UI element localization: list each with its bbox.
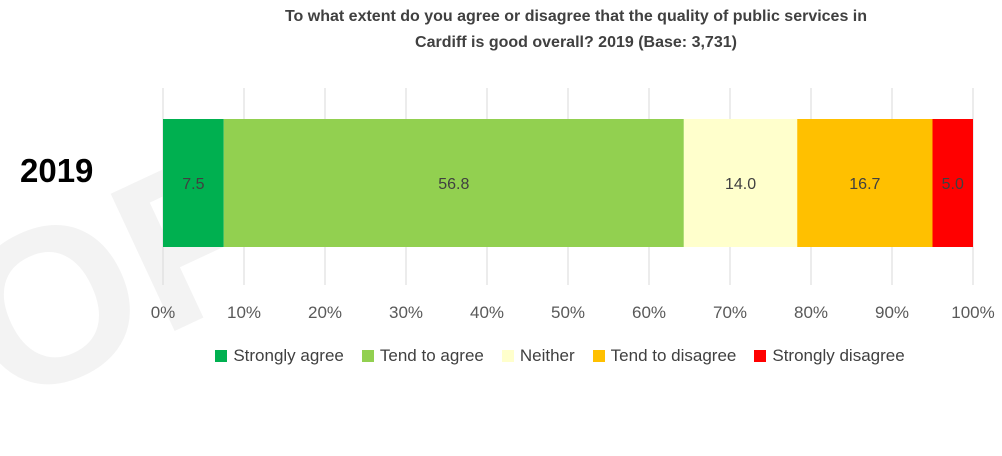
x-tick-label: 10% <box>227 303 261 322</box>
x-tick-label: 100% <box>951 303 994 322</box>
chart: OF To what extent do you agree or disagr… <box>0 8 995 452</box>
legend-item: Strongly agree <box>215 346 344 366</box>
x-tick-label: 80% <box>794 303 828 322</box>
data-label: 56.8 <box>438 176 469 193</box>
legend-item: Strongly disagree <box>754 346 905 366</box>
category-label: 2019 <box>20 152 94 189</box>
bar-segment <box>683 119 798 247</box>
legend-label: Tend to agree <box>379 346 484 365</box>
bar-segment <box>223 119 684 247</box>
legend-item: Neither <box>501 346 575 366</box>
legend-swatch <box>501 350 514 362</box>
legend-label: Tend to disagree <box>610 346 737 365</box>
x-tick-label: 90% <box>875 303 909 322</box>
legend-swatch <box>215 350 228 362</box>
legend-label: Strongly disagree <box>772 346 905 365</box>
bar-segment <box>163 119 224 247</box>
x-tick-label: 40% <box>470 303 504 322</box>
legend: Strongly agree Tend to agree Neither Tend t… <box>150 346 970 366</box>
x-tick-label: 30% <box>389 303 423 322</box>
legend-label: Neither <box>519 346 575 365</box>
chart-title-line-1: To what extent do you agree or disagree … <box>284 8 868 25</box>
data-label: 5.0 <box>942 176 964 193</box>
plot-area: 7.5 56.8 14.0 16.7 5.0 0% 10% 20% 30% 40% 50% 60% 70… <box>151 88 995 322</box>
x-tick-label: 20% <box>308 303 342 322</box>
chart-title-line-2: Cardiff is good overall? 2019 (Base: 3,7… <box>415 34 737 51</box>
data-label: 16.7 <box>849 176 880 193</box>
x-tick-label: 50% <box>551 303 585 322</box>
legend-item: Tend to disagree <box>592 346 737 366</box>
legend-swatch <box>754 350 767 362</box>
data-label: 14.0 <box>725 176 756 193</box>
bar-segment <box>797 119 933 247</box>
legend-label: Strongly agree <box>233 346 344 365</box>
legend-item: Tend to agree <box>361 346 484 366</box>
x-tick-label: 60% <box>632 303 666 322</box>
x-tick-label: 0% <box>151 303 176 322</box>
legend-swatch <box>592 350 605 362</box>
legend-swatch <box>361 350 374 362</box>
data-label: 7.5 <box>182 176 204 193</box>
bar-segment <box>932 119 973 247</box>
x-tick-label: 70% <box>713 303 747 322</box>
